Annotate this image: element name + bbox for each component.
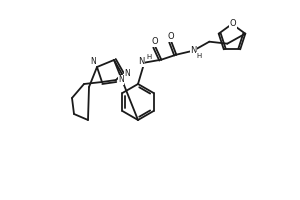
Text: O: O xyxy=(167,32,174,41)
Text: N: N xyxy=(138,57,145,66)
Text: O: O xyxy=(151,37,158,46)
Text: N: N xyxy=(118,75,124,84)
Text: N: N xyxy=(190,46,196,55)
Text: H: H xyxy=(197,53,202,59)
Text: N: N xyxy=(124,70,130,78)
Text: H: H xyxy=(147,54,152,60)
Text: O: O xyxy=(230,20,236,28)
Text: N: N xyxy=(90,58,96,66)
